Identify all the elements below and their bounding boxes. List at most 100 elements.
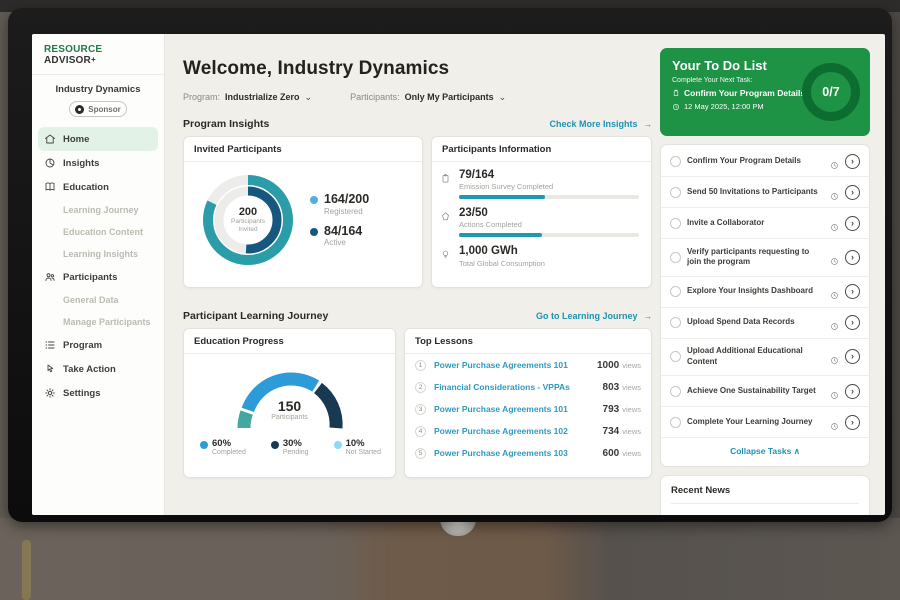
todo-next-task: Confirm Your Program Details bbox=[684, 88, 805, 98]
sidebar-item-manage-participants[interactable]: Manage Participants bbox=[38, 311, 158, 333]
sidebar-item-learning-journey[interactable]: Learning Journey bbox=[38, 199, 158, 221]
org-name: Industry Dynamics bbox=[32, 75, 164, 95]
link-label: Go to Learning Journey bbox=[536, 311, 638, 321]
filter-bar: Program: Industrialize Zero ⌄ Participan… bbox=[183, 92, 652, 102]
top-lessons-card: Top Lessons 1 Power Purchase Agreements … bbox=[404, 328, 652, 478]
todo-due-date: 12 May 2025, 12:00 PM bbox=[684, 102, 764, 111]
task-checkbox[interactable] bbox=[670, 252, 681, 263]
lesson-row[interactable]: 5 Power Purchase Agreements 103 600 view… bbox=[405, 442, 651, 464]
sidebar-item-settings[interactable]: Settings bbox=[38, 381, 158, 405]
task-checkbox[interactable] bbox=[670, 386, 681, 397]
legend-value: 84/164 bbox=[324, 225, 362, 239]
sidebar-item-label: Settings bbox=[63, 388, 100, 399]
legend-pct: 10% bbox=[346, 438, 381, 449]
task-row[interactable]: Upload Spend Data Records › bbox=[661, 308, 869, 339]
list-icon bbox=[44, 339, 56, 351]
sidebar-item-label: Learning Journey bbox=[63, 205, 139, 215]
task-checkbox[interactable] bbox=[670, 351, 681, 362]
lesson-row[interactable]: 4 Power Purchase Agreements 102 734 view… bbox=[405, 420, 651, 442]
sponsor-badge[interactable]: Sponsor bbox=[69, 101, 127, 117]
lesson-title-link[interactable]: Power Purchase Agreements 101 bbox=[434, 404, 603, 414]
task-open-button[interactable]: › bbox=[845, 250, 860, 265]
go-to-learning-journey-link[interactable]: Go to Learning Journey → bbox=[536, 311, 652, 321]
task-open-button[interactable]: › bbox=[845, 185, 860, 200]
clock-icon bbox=[830, 157, 839, 166]
info-label: Actions Completed bbox=[459, 220, 639, 229]
page-title: Welcome, Industry Dynamics bbox=[183, 58, 652, 80]
task-row[interactable]: Send 50 Invitations to Participants › bbox=[661, 177, 869, 208]
sidebar-item-label: Education bbox=[63, 182, 109, 193]
check-more-insights-link[interactable]: Check More Insights → bbox=[549, 119, 652, 129]
legend-label: Registered bbox=[324, 207, 369, 216]
task-checkbox[interactable] bbox=[670, 317, 681, 328]
legend-dot-blue bbox=[200, 441, 208, 449]
participants-filter[interactable]: Participants: Only My Participants ⌄ bbox=[350, 92, 506, 102]
collapse-label: Collapse Tasks bbox=[730, 446, 791, 456]
lesson-title-link[interactable]: Power Purchase Agreements 101 bbox=[434, 360, 597, 370]
todo-progress-value: 0/7 bbox=[822, 85, 839, 99]
task-checkbox[interactable] bbox=[670, 417, 681, 428]
sidebar-item-general-data[interactable]: General Data bbox=[38, 289, 158, 311]
participants-filter-label: Participants: bbox=[350, 92, 400, 102]
sidebar-item-label: Manage Participants bbox=[63, 317, 151, 327]
task-row[interactable]: Complete Your Learning Journey › bbox=[661, 407, 869, 438]
task-open-button[interactable]: › bbox=[845, 415, 860, 430]
task-open-button[interactable]: › bbox=[845, 154, 860, 169]
lesson-row[interactable]: 3 Power Purchase Agreements 101 793 view… bbox=[405, 398, 651, 420]
legend-pct: 30% bbox=[283, 438, 309, 449]
program-filter[interactable]: Program: Industrialize Zero ⌄ bbox=[183, 92, 312, 102]
sidebar-item-label: General Data bbox=[63, 295, 119, 305]
lesson-row[interactable]: 1 Power Purchase Agreements 101 1000 vie… bbox=[405, 354, 651, 376]
sidebar-item-take-action[interactable]: Take Action bbox=[38, 357, 158, 381]
lesson-title-link[interactable]: Power Purchase Agreements 102 bbox=[434, 426, 603, 436]
lightbulb-icon bbox=[440, 245, 452, 267]
lesson-row[interactable]: 2 Financial Considerations - VPPAs 803 v… bbox=[405, 376, 651, 398]
task-open-button[interactable]: › bbox=[845, 349, 860, 364]
lesson-title-link[interactable]: Financial Considerations - VPPAs bbox=[434, 382, 603, 392]
task-open-button[interactable]: › bbox=[845, 384, 860, 399]
logo-primary: RESOURCE bbox=[44, 44, 102, 55]
task-label: Invite a Collaborator bbox=[687, 218, 824, 229]
program-filter-value: Industrialize Zero bbox=[225, 92, 300, 102]
todo-progress-ring: 0/7 bbox=[802, 63, 860, 121]
task-row[interactable]: Verify participants requesting to join t… bbox=[661, 239, 869, 277]
sidebar-item-insights[interactable]: Insights bbox=[38, 151, 158, 175]
survey-progress-bar bbox=[459, 195, 639, 199]
task-checkbox[interactable] bbox=[670, 156, 681, 167]
task-open-button[interactable]: › bbox=[845, 284, 860, 299]
task-checkbox[interactable] bbox=[670, 286, 681, 297]
donut-center-label: Participants Invited bbox=[224, 218, 272, 235]
legend-pct: 60% bbox=[212, 438, 246, 449]
sidebar-item-label: Program bbox=[63, 340, 102, 351]
task-row[interactable]: Invite a Collaborator › bbox=[661, 208, 869, 239]
task-checkbox[interactable] bbox=[670, 218, 681, 229]
sidebar-item-participants[interactable]: Participants bbox=[38, 265, 158, 289]
legend-label: Active bbox=[324, 238, 362, 247]
task-row[interactable]: Explore Your Insights Dashboard › bbox=[661, 277, 869, 308]
task-label: Complete Your Learning Journey bbox=[687, 417, 824, 428]
task-row[interactable]: Upload Additional Educational Content › bbox=[661, 339, 869, 377]
sidebar-item-label: Insights bbox=[63, 158, 99, 169]
sidebar-item-education[interactable]: Education bbox=[38, 175, 158, 199]
people-icon bbox=[44, 271, 56, 283]
task-open-button[interactable]: › bbox=[845, 315, 860, 330]
task-row[interactable]: Confirm Your Program Details › bbox=[661, 146, 869, 177]
task-checkbox[interactable] bbox=[670, 187, 681, 198]
collapse-tasks-link[interactable]: Collapse Tasks ∧ bbox=[661, 438, 869, 466]
insights-cards-row: Invited Participants 200 Partic bbox=[183, 136, 652, 288]
sidebar-item-education-content[interactable]: Education Content bbox=[38, 221, 158, 243]
gauge-chart bbox=[224, 362, 356, 432]
arrow-right-icon: → bbox=[643, 119, 652, 129]
task-open-button[interactable]: › bbox=[845, 216, 860, 231]
sidebar-item-program[interactable]: Program bbox=[38, 333, 158, 357]
sidebar-item-home[interactable]: Home bbox=[38, 127, 158, 151]
lesson-rank: 1 bbox=[415, 360, 426, 371]
link-label: Check More Insights bbox=[549, 119, 637, 129]
card-title: Education Progress bbox=[184, 329, 395, 354]
lesson-views: 793 bbox=[603, 404, 620, 415]
task-row[interactable]: Achieve One Sustainability Target › bbox=[661, 376, 869, 407]
sidebar-item-learning-insights[interactable]: Learning Insights bbox=[38, 243, 158, 265]
lesson-title-link[interactable]: Power Purchase Agreements 103 bbox=[434, 448, 603, 458]
legend-item-pending: 30% Pending bbox=[271, 438, 309, 456]
info-row-actions: 23/50 Actions Completed bbox=[440, 207, 639, 237]
